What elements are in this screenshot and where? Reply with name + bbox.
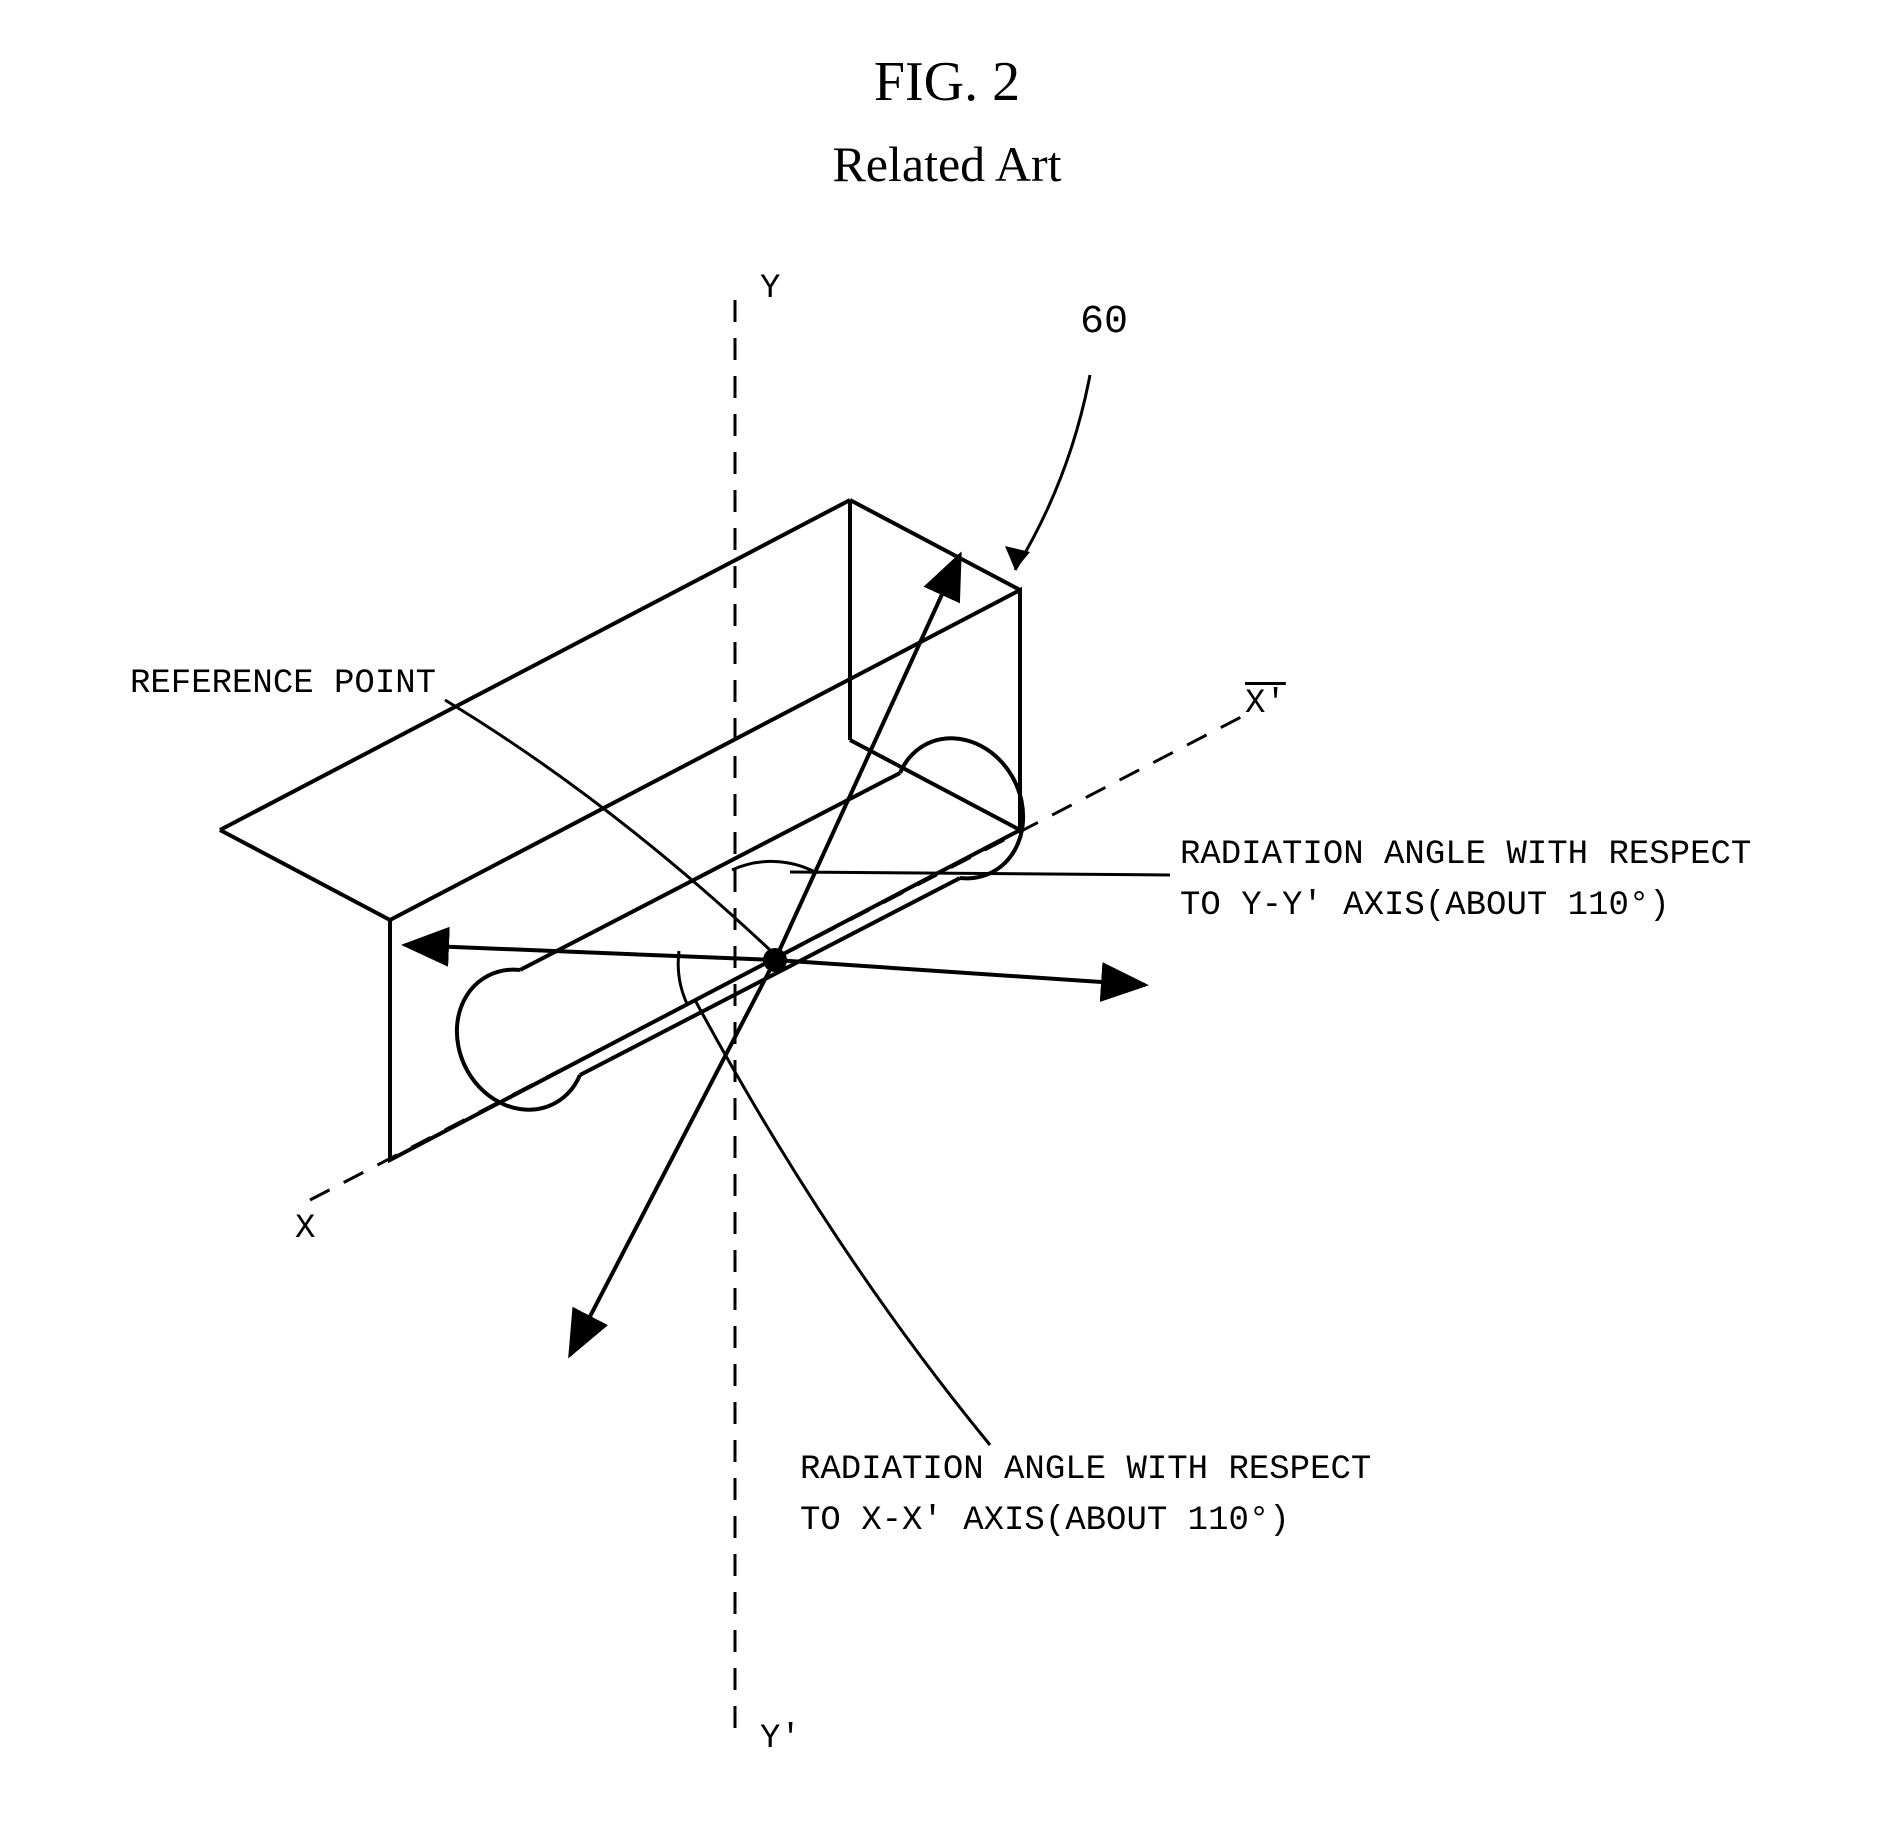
diagram-page: FIG. 2 Related Art	[0, 0, 1894, 1829]
box-edge	[220, 830, 390, 920]
box-edge	[850, 500, 1020, 590]
radiation-y-arrow-2	[570, 960, 775, 1355]
reference-point-label: REFERENCE POINT	[130, 665, 436, 703]
axis-x-label: X	[295, 1210, 315, 1248]
angle-arc-x	[678, 951, 688, 1006]
axis-y-prime-label: Y'	[760, 1720, 801, 1758]
leader-radiation-y	[790, 872, 1170, 875]
radiation-x-label: RADIATION ANGLE WITH RESPECTTO X-X' AXIS…	[800, 1445, 1371, 1547]
leader-radiation-x	[695, 1000, 990, 1445]
radiation-x-arrow-2	[405, 945, 775, 960]
leader-reference	[445, 700, 770, 950]
radiation-y-arrow-1	[775, 555, 960, 960]
axis-y-label: Y	[760, 270, 780, 308]
leader-60	[1015, 375, 1090, 570]
radiation-x-text: RADIATION ANGLE WITH RESPECTTO X-X' AXIS…	[800, 1451, 1371, 1540]
reference-number-60: 60	[1080, 300, 1128, 345]
radiation-y-text: RADIATION ANGLE WITH RESPECTTO Y-Y' AXIS…	[1180, 836, 1751, 925]
radiation-x-arrow-1	[775, 960, 1145, 985]
radiation-y-label: RADIATION ANGLE WITH RESPECTTO Y-Y' AXIS…	[1180, 830, 1751, 932]
axis-x-prime-label: X'	[1245, 685, 1286, 723]
angle-arc-y	[732, 861, 815, 872]
reference-point-dot	[763, 948, 787, 972]
